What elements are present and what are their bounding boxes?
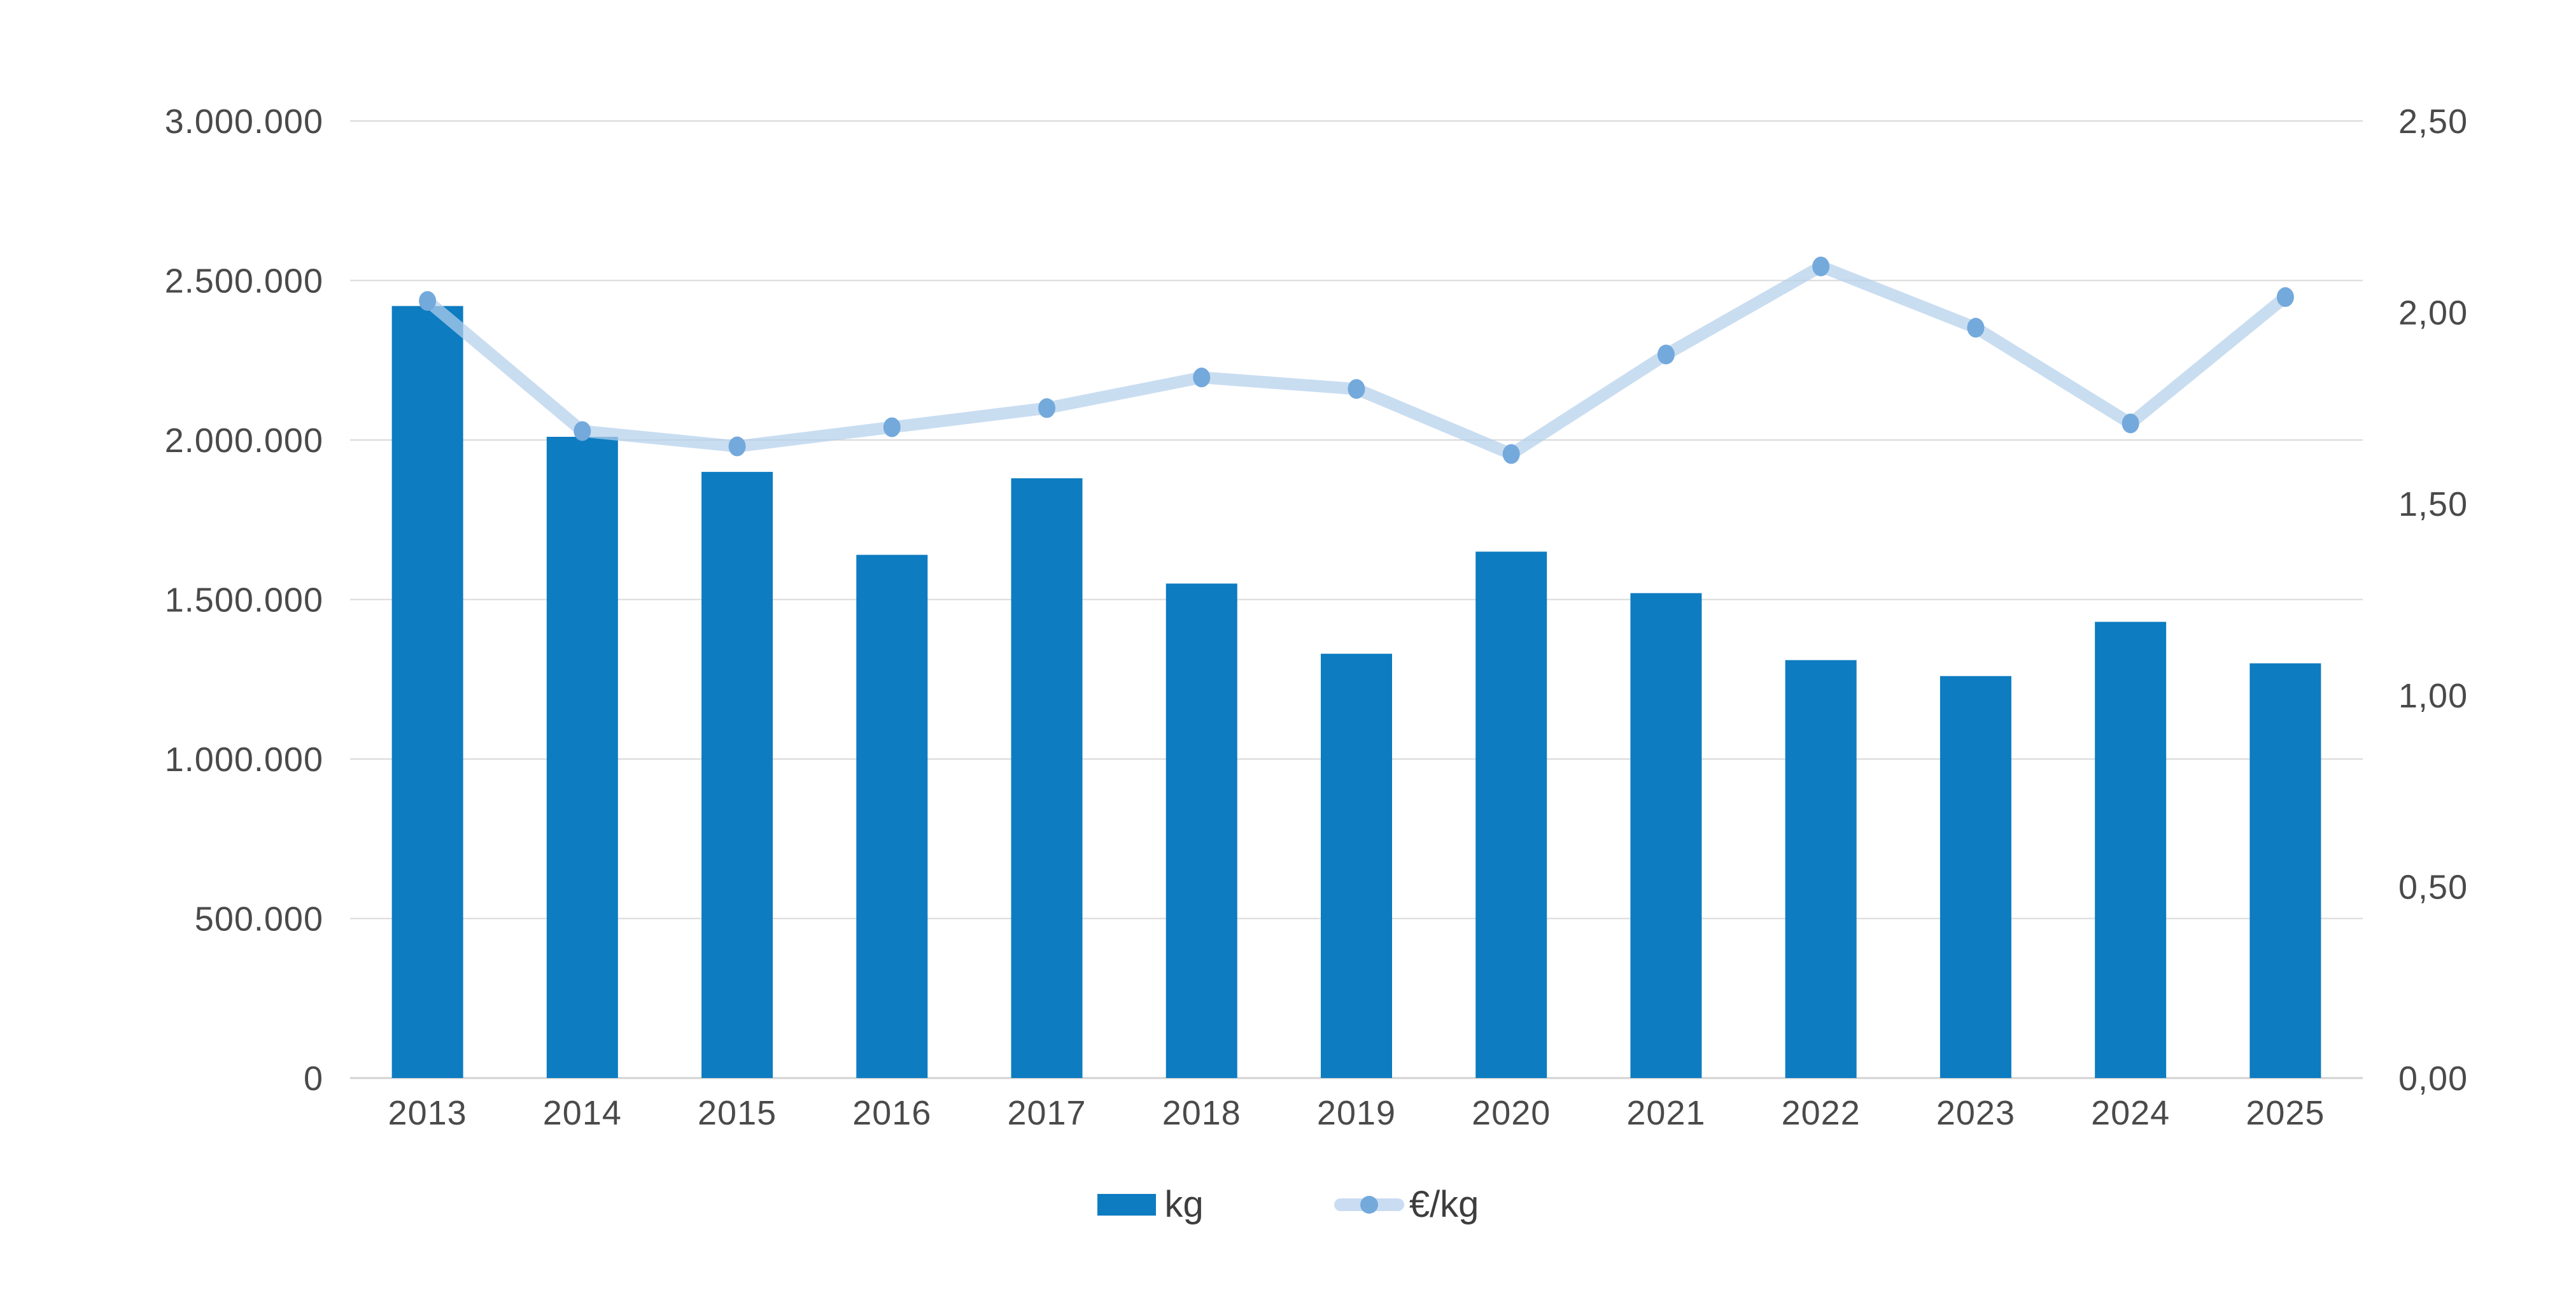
kg-bar-swatch-icon: [1097, 1193, 1156, 1216]
left-axis-tick-label: 2.500.000: [165, 262, 323, 301]
line-marker-2016: [883, 417, 901, 437]
line-series-eur-per-kg: [419, 256, 2294, 464]
x-axis-label-2014: 2014: [543, 1094, 622, 1132]
line-marker-2023: [1967, 318, 1985, 338]
bar-2017: [1011, 478, 1083, 1078]
line-marker-2020: [1502, 444, 1520, 464]
line-marker-2014: [574, 421, 591, 441]
legend-item-eur-per-kg: €/kg: [1334, 1183, 1479, 1226]
x-axis-label-2017: 2017: [1007, 1094, 1086, 1132]
line-marker-2022: [1812, 256, 1830, 276]
bar-2014: [546, 436, 618, 1078]
bar-2021: [1630, 593, 1702, 1078]
bar-2025: [2249, 663, 2321, 1078]
bar-2019: [1321, 653, 1392, 1078]
x-axis-labels: 2013 2014 2015 2016 2017 2018 2019 2020 2021 2022…: [388, 1094, 2325, 1132]
bar-2013: [391, 306, 463, 1079]
bar-2023: [1939, 676, 2011, 1078]
legend-item-kg: kg: [1097, 1183, 1204, 1226]
right-axis-tick-label: 0,00: [2398, 1060, 2468, 1098]
legend-label-eur-per-kg: €/kg: [1409, 1184, 1479, 1225]
bar-2024: [2095, 621, 2167, 1078]
x-axis-label-2023: 2023: [1936, 1094, 2015, 1132]
left-axis-tick-label: 0: [304, 1060, 323, 1098]
x-axis-label-2016: 2016: [852, 1094, 931, 1132]
left-axis-labels: 3.000.000 2.500.000 2.000.000 1.500.000 1.00…: [165, 103, 323, 1098]
bar-2020: [1475, 551, 1547, 1078]
left-axis-tick-label: 1.500.000: [165, 581, 323, 620]
x-axis-label-2025: 2025: [2246, 1094, 2325, 1132]
left-axis-tick-label: 3.000.000: [165, 103, 323, 141]
x-axis-label-2022: 2022: [1782, 1094, 1861, 1132]
right-axis-tick-label: 2,00: [2398, 294, 2468, 332]
line-marker-2018: [1193, 367, 1211, 388]
x-axis-label-2019: 2019: [1317, 1094, 1396, 1132]
line-marker-2025: [2276, 287, 2294, 308]
x-axis-label-2021: 2021: [1626, 1094, 1705, 1132]
x-axis-label-2013: 2013: [388, 1094, 467, 1132]
x-axis-label-2024: 2024: [2091, 1094, 2170, 1132]
right-axis-labels: 2,50 2,00 1,50 1,00 0,50 0,00: [2398, 103, 2468, 1098]
legend-label-kg: kg: [1164, 1184, 1204, 1225]
line-marker-2024: [2122, 413, 2139, 434]
bar-2016: [856, 555, 928, 1078]
right-axis-tick-label: 0,50: [2398, 868, 2468, 906]
right-axis-tick-label: 1,00: [2398, 677, 2468, 715]
chart-legend: kg €/kg: [1097, 1183, 1479, 1226]
left-axis-tick-label: 2.000.000: [165, 422, 323, 460]
eur-per-kg-line: [421, 260, 2291, 460]
bar-2015: [701, 472, 773, 1078]
x-axis-label-2015: 2015: [698, 1094, 777, 1132]
bar-2018: [1165, 583, 1237, 1078]
left-axis-tick-label: 500.000: [195, 900, 323, 939]
left-axis-tick-label: 1.000.000: [165, 741, 323, 779]
line-marker-2015: [728, 436, 746, 457]
line-marker-2019: [1348, 379, 1365, 399]
right-axis-tick-label: 1,50: [2398, 485, 2468, 523]
line-marker-2013: [419, 291, 437, 311]
line-marker-2021: [1657, 344, 1675, 365]
bar-2022: [1785, 660, 1857, 1078]
bar-series-kg: [391, 306, 2321, 1079]
x-axis-label-2018: 2018: [1162, 1094, 1241, 1132]
right-axis-tick-label: 2,50: [2398, 103, 2468, 141]
x-axis-label-2020: 2020: [1472, 1094, 1551, 1132]
eur-per-kg-line-swatch-icon: [1334, 1194, 1404, 1216]
line-marker-2017: [1038, 398, 1056, 418]
